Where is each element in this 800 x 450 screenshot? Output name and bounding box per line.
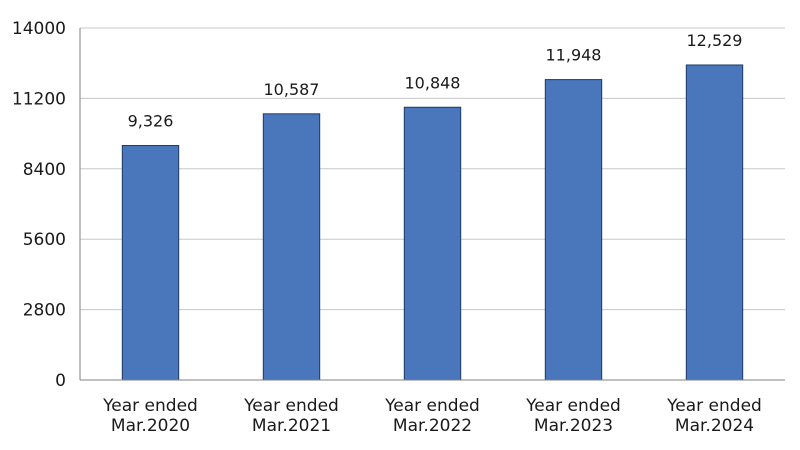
x-tick-label: Mar.2020 <box>111 416 190 436</box>
y-tick-label: 8400 <box>23 160 66 180</box>
y-tick-label: 14000 <box>12 19 66 39</box>
data-label: 10,848 <box>405 73 461 92</box>
x-tick-label: Year ended <box>666 396 762 416</box>
x-tick-label: Mar.2024 <box>675 416 754 436</box>
x-tick-label: Year ended <box>384 396 480 416</box>
bar <box>403 106 462 381</box>
axes <box>79 28 785 381</box>
x-tick-label: Year ended <box>243 396 339 416</box>
y-tick-label: 11200 <box>12 89 66 109</box>
x-tick-label: Mar.2023 <box>534 416 613 436</box>
data-label: 10,587 <box>264 80 320 99</box>
data-label: 9,326 <box>128 112 174 131</box>
bar <box>121 145 180 381</box>
y-tick-label: 2800 <box>23 301 66 321</box>
data-label: 11,948 <box>546 46 602 65</box>
bars <box>121 64 744 381</box>
x-tick-label: Year ended <box>102 396 198 416</box>
bar <box>685 64 744 381</box>
bar <box>544 79 603 381</box>
x-tick-label: Mar.2022 <box>393 416 472 436</box>
y-tick-label: 5600 <box>23 230 66 250</box>
x-tick-label: Mar.2021 <box>252 416 331 436</box>
data-label: 12,529 <box>687 31 743 50</box>
y-tick-label: 0 <box>55 371 66 391</box>
bar <box>262 113 321 381</box>
x-tick-label: Year ended <box>525 396 621 416</box>
